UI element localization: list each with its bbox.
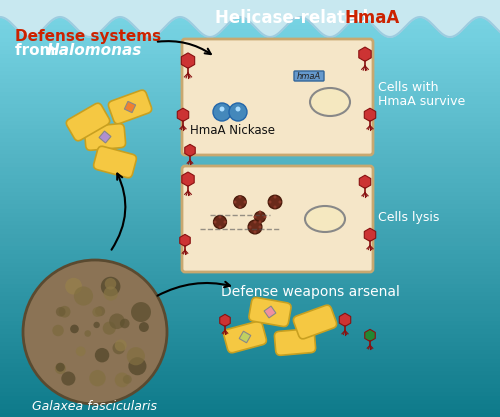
Circle shape [238,206,242,208]
FancyBboxPatch shape [94,146,136,178]
Circle shape [92,307,102,317]
Circle shape [104,286,118,301]
Text: HmaA survive: HmaA survive [378,95,465,108]
Circle shape [74,286,93,306]
Circle shape [23,260,167,404]
Circle shape [244,201,246,203]
Ellipse shape [305,206,345,232]
Circle shape [95,306,105,316]
Circle shape [254,231,256,234]
Circle shape [238,196,242,198]
Circle shape [234,196,246,208]
Circle shape [65,278,82,294]
Circle shape [264,216,266,219]
Circle shape [101,277,120,296]
Text: Cells with: Cells with [378,80,438,93]
Circle shape [214,216,226,229]
Circle shape [274,206,276,208]
Circle shape [139,322,149,332]
Circle shape [76,347,86,356]
Circle shape [115,339,126,352]
Circle shape [62,372,76,386]
Circle shape [214,221,216,224]
Circle shape [248,220,262,234]
Circle shape [278,201,281,203]
Circle shape [248,226,252,229]
FancyBboxPatch shape [84,124,126,150]
Circle shape [258,221,262,224]
FancyBboxPatch shape [274,329,316,355]
Text: Halomonas: Halomonas [47,43,142,58]
FancyBboxPatch shape [249,297,291,327]
Circle shape [55,363,66,374]
Ellipse shape [310,88,350,116]
Text: HmaA Nickase: HmaA Nickase [190,123,276,136]
FancyBboxPatch shape [224,321,266,353]
Circle shape [268,195,281,209]
Circle shape [131,302,151,322]
Circle shape [128,357,146,375]
FancyBboxPatch shape [294,305,337,339]
Circle shape [112,342,125,354]
Text: hmaA: hmaA [297,71,321,80]
Circle shape [236,106,240,111]
Circle shape [104,278,117,289]
FancyBboxPatch shape [66,103,110,141]
Circle shape [218,226,222,229]
Circle shape [94,322,100,328]
FancyBboxPatch shape [182,166,373,272]
Circle shape [218,216,222,219]
Circle shape [123,375,132,384]
Circle shape [102,322,116,335]
Circle shape [258,226,262,229]
Circle shape [254,221,256,224]
Circle shape [109,314,125,329]
Text: HmaA: HmaA [345,9,400,27]
Circle shape [268,201,272,203]
Circle shape [274,196,276,198]
Text: Galaxea fascicularis: Galaxea fascicularis [32,400,158,413]
Text: Helicase-related: Helicase-related [215,9,374,27]
Text: Defense systems: Defense systems [15,29,161,44]
Circle shape [254,211,266,222]
FancyBboxPatch shape [182,39,373,155]
Circle shape [84,330,91,337]
Circle shape [58,306,70,318]
Circle shape [120,319,130,328]
Text: from: from [15,43,60,58]
Circle shape [95,348,110,362]
Circle shape [220,106,224,111]
Circle shape [114,372,130,387]
Circle shape [126,347,145,365]
Circle shape [56,363,65,372]
FancyBboxPatch shape [108,90,152,124]
Circle shape [70,324,79,333]
Text: Defense weapons arsenal: Defense weapons arsenal [220,285,400,299]
Circle shape [254,216,256,219]
Circle shape [258,211,262,214]
FancyBboxPatch shape [294,71,324,81]
Circle shape [89,370,106,387]
Circle shape [52,325,64,336]
Circle shape [56,307,66,317]
Circle shape [224,221,226,224]
Circle shape [229,103,247,121]
Circle shape [234,201,236,203]
Text: Cells lysis: Cells lysis [378,211,440,224]
Circle shape [213,103,231,121]
